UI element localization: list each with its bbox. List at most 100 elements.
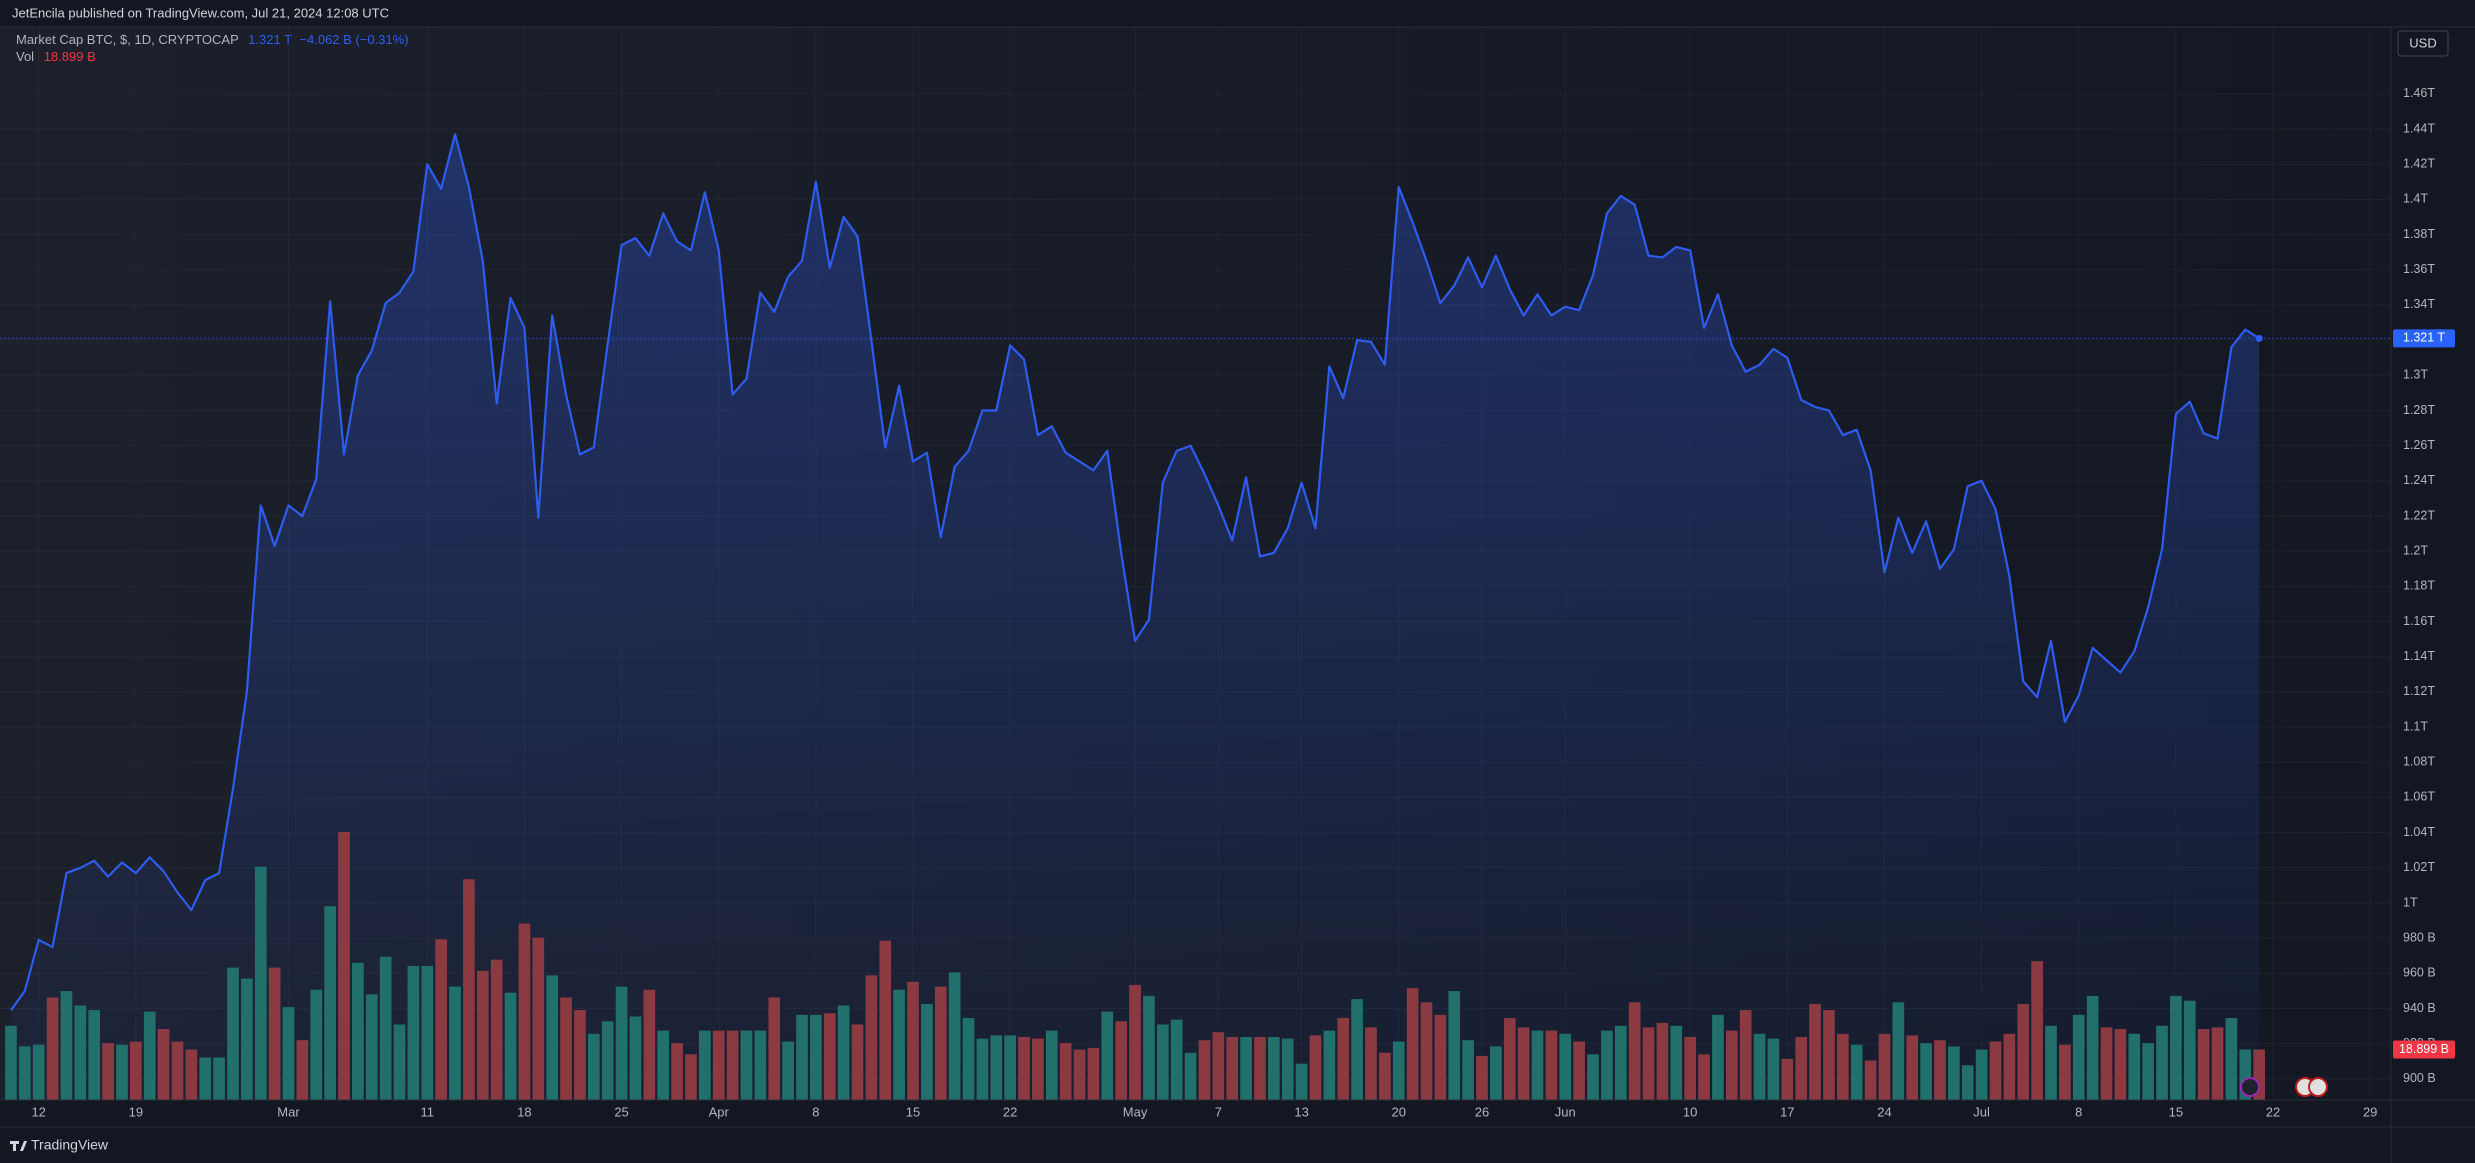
y-tick-label: 1.18T <box>2403 579 2435 593</box>
y-tick-label: 900 B <box>2403 1071 2436 1085</box>
y-tick-label: 1.4T <box>2403 192 2428 206</box>
volume-bar <box>268 967 281 1100</box>
volume-bar <box>1240 1037 1252 1100</box>
volume-bar <box>1601 1030 1613 1100</box>
volume-bar <box>2086 995 2099 1100</box>
volume-bar <box>1476 1055 1488 1100</box>
y-tick-label: 1.3T <box>2403 368 2428 382</box>
x-tick-label: 26 <box>1475 1104 1489 1119</box>
volume-bar <box>560 997 572 1100</box>
volume-bar <box>1490 1046 1502 1100</box>
volume-bar <box>754 1030 767 1100</box>
volume-bar <box>587 1033 600 1100</box>
legend-change: −4.062 B (−0.31%) <box>299 32 408 47</box>
x-tick-label: 12 <box>31 1104 45 1119</box>
volume-bar <box>157 1028 170 1100</box>
volume-bar <box>1781 1058 1794 1100</box>
x-tick-label: 11 <box>421 1104 435 1119</box>
logo-mark <box>10 1141 27 1151</box>
volume-bar <box>1712 1014 1724 1100</box>
brand-name: TradingView <box>31 1137 109 1153</box>
volume-bar <box>2072 1014 2085 1100</box>
volume-bar <box>518 923 531 1100</box>
y-tick-label: 1.24T <box>2403 473 2435 487</box>
volume-bar <box>948 972 961 1100</box>
volume-bar <box>699 1030 711 1100</box>
volume-bar <box>1878 1033 1891 1100</box>
volume-bar <box>1198 1040 1211 1100</box>
x-tick-label: 20 <box>1391 1104 1405 1119</box>
volume-bar <box>1614 1025 1627 1100</box>
volume-bar <box>1073 1049 1086 1100</box>
y-tick-label: 1.1T <box>2403 719 2428 733</box>
volume-bar <box>1836 1033 1849 1100</box>
volume-label-box <box>2393 1040 2455 1059</box>
volume-bar <box>1628 1002 1641 1100</box>
volume-bar <box>671 1043 683 1100</box>
volume-bar <box>782 1041 794 1100</box>
y-tick-label: 1.12T <box>2403 684 2435 698</box>
volume-bar <box>130 1041 142 1100</box>
volume-bar <box>1254 1037 1266 1100</box>
volume-bar <box>823 1013 836 1100</box>
volume-bar <box>2114 1028 2127 1100</box>
volume-bar <box>60 991 73 1100</box>
volume-bar <box>1753 1033 1766 1100</box>
volume-bar <box>2017 1003 2030 1100</box>
volume-bar <box>1989 1041 2002 1100</box>
volume-bar <box>1850 1044 1863 1100</box>
flag-icon[interactable] <box>2308 1077 2328 1097</box>
volume-bar <box>1351 999 1363 1100</box>
publisher-text: JetEncila published on TradingView.com, … <box>12 5 389 20</box>
volume-bar <box>46 997 59 1100</box>
volume-bar <box>1406 988 1419 1100</box>
y-tick-label: 1.36T <box>2403 262 2435 276</box>
volume-bar <box>102 1043 114 1100</box>
volume-bar <box>2003 1033 2016 1100</box>
currency-label[interactable]: USD <box>2409 35 2436 50</box>
volume-bar <box>2197 1028 2210 1100</box>
volume-bar <box>310 989 323 1100</box>
volume-bar <box>1337 1018 1350 1100</box>
volume-bar <box>2225 1018 2238 1100</box>
volume-bar <box>1559 1033 1572 1100</box>
volume-bar <box>185 1049 198 1100</box>
x-tick-label: 29 <box>2363 1104 2377 1119</box>
volume-bar <box>2031 961 2043 1100</box>
volume-bar <box>1018 1037 1030 1100</box>
volume-bar <box>2253 1049 2265 1100</box>
y-tick-label: 1.14T <box>2403 649 2435 663</box>
x-tick-label: 8 <box>812 1104 819 1119</box>
x-tick-label: Jul <box>1973 1104 1990 1119</box>
y-tick-label: 1.16T <box>2403 614 2435 628</box>
volume-bar <box>352 962 364 1100</box>
volume-bar <box>934 986 947 1100</box>
volume-bar <box>449 986 461 1100</box>
price-line <box>10 133 2260 1011</box>
volume-bar <box>504 992 517 1100</box>
volume-bar <box>1961 1065 1974 1100</box>
x-tick-label: 25 <box>614 1104 628 1119</box>
volume-bar <box>32 1044 45 1100</box>
volume-bar <box>893 989 905 1100</box>
volume-bar <box>1379 1052 1391 1100</box>
volume-bar <box>1670 1025 1683 1100</box>
volume-bar <box>379 956 392 1100</box>
volume-bar <box>1434 1014 1447 1100</box>
y-tick-label: 1.22T <box>2403 508 2435 522</box>
event-icon[interactable] <box>2240 1077 2260 1097</box>
currency-button[interactable] <box>2397 30 2449 57</box>
volume-bar <box>796 1014 808 1100</box>
volume-bar <box>296 1040 309 1100</box>
volume-bar <box>227 967 239 1100</box>
volume-bar <box>921 1003 933 1100</box>
x-tick-label: Mar <box>277 1104 300 1119</box>
volume-bar <box>1156 1024 1169 1100</box>
y-tick-label: 1.34T <box>2403 297 2435 311</box>
x-tick-label: Apr <box>709 1104 730 1119</box>
volume-bar <box>1642 1027 1655 1100</box>
volume-bar <box>1004 1035 1016 1100</box>
volume-bar <box>1295 1063 1308 1100</box>
volume-bar <box>851 1024 864 1100</box>
volume-bar <box>88 1010 101 1100</box>
